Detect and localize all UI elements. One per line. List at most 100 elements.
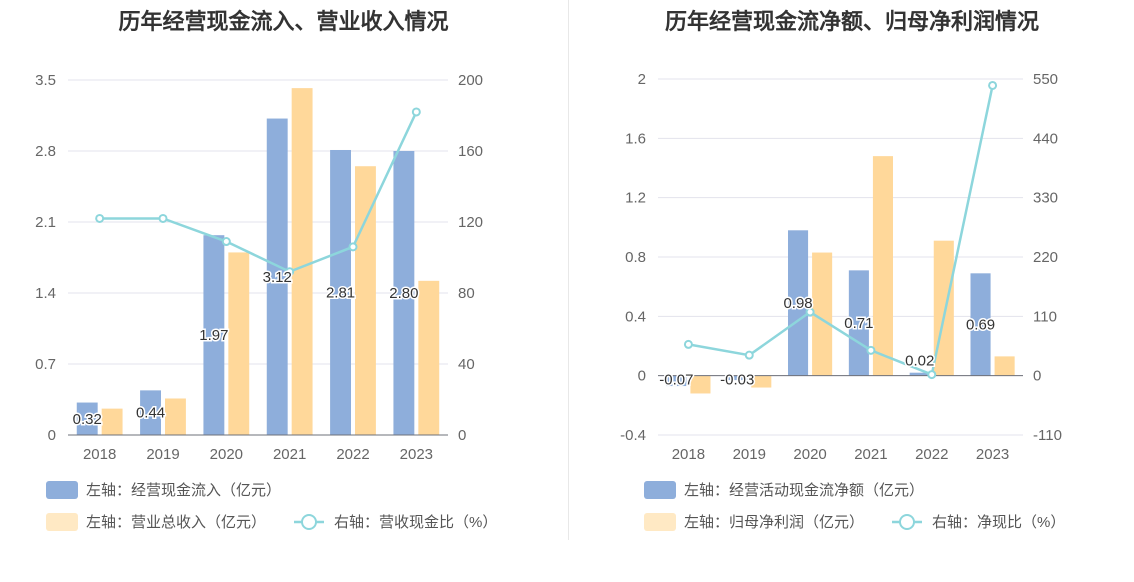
right-legend-label: 左轴：经营活动现金流净额（亿元） (684, 482, 924, 499)
right-bar-a (848, 270, 869, 376)
right-bar-b (812, 252, 833, 376)
right-legend-swatch (644, 481, 676, 499)
right-legend-swatch (644, 513, 676, 531)
chart-right-svg: -0.4 0 0.4 0.8 1.2 1.6 2 -110 0 110 220 330 440 550 20… (620, 71, 1065, 531)
right-legend-label: 右轴：净现比（%） (932, 514, 1065, 531)
right-legend-label: 左轴：归母净利润（亿元） (684, 514, 864, 531)
left-bar-a (266, 118, 288, 436)
left-y-right-tick: 0 (458, 427, 466, 444)
left-data-label: 1.97 (199, 327, 228, 344)
left-y-left-tick: 2.8 (35, 143, 56, 160)
left-bar-b (291, 88, 313, 435)
right-y-left-tick: 0.8 (625, 249, 646, 266)
left-x-tick: 2019 (146, 446, 179, 463)
left-bar-b (101, 408, 123, 435)
right-y-right-tick: 220 (1033, 249, 1058, 266)
left-legend-line-marker (301, 514, 317, 530)
left-data-label: 2.81 (326, 284, 355, 301)
right-data-label: 0.98 (783, 295, 812, 312)
right-bar-a (666, 375, 687, 387)
right-x-tick: 2019 (733, 446, 766, 463)
left-x-tick: 2022 (336, 446, 369, 463)
right-y-left-tick: 1.2 (625, 190, 646, 207)
left-bar-b (165, 398, 186, 435)
right-y-right-tick: -110 (1033, 427, 1062, 444)
right-bar-a (909, 372, 930, 376)
right-y-right-tick: 110 (1033, 308, 1057, 325)
right-y-left-tick: 0 (638, 368, 646, 385)
left-legend-swatch (46, 481, 78, 499)
right-line-point (805, 307, 815, 317)
right-data-label: -0.03 (720, 372, 754, 389)
left-y-left-tick: 0.7 (35, 356, 56, 373)
right-bar-a (727, 375, 748, 381)
left-x-tick: 2018 (83, 446, 116, 463)
right-y-left-tick: 0.4 (625, 308, 646, 325)
right-line-point (744, 350, 754, 360)
left-legend-label: 左轴：营业总收入（亿元） (86, 514, 266, 531)
left-bar-b (418, 280, 440, 435)
right-y-right-tick: 550 (1033, 71, 1058, 88)
right-line-series (688, 85, 994, 377)
right-x-tick: 2018 (672, 446, 705, 463)
chart-left: 历年经营现金流入、营业收入情况 0 0.7 1.4 2.1 2.8 3.5 0 40 80 120… (35, 9, 497, 531)
left-y-right-tick: 40 (458, 356, 475, 373)
left-y-right-tick: 120 (458, 214, 483, 231)
left-y-right-tick: 200 (458, 72, 483, 89)
left-data-label: 2.80 (389, 285, 418, 302)
right-line-point (866, 345, 876, 355)
right-y-left-tick: 1.6 (625, 130, 646, 147)
left-y-right-tick: 160 (458, 143, 483, 160)
chart-left-title: 历年经营现金流入、营业收入情况 (118, 9, 449, 34)
left-bar-b (228, 252, 250, 435)
left-bar-a (203, 235, 225, 435)
right-bar-b (751, 375, 772, 388)
right-x-tick: 2022 (915, 446, 948, 463)
left-x-tick: 2020 (210, 446, 243, 463)
chart-left-svg: 0 0.7 1.4 2.1 2.8 3.5 0 40 80 120 160 200 2018 2019 20… (35, 72, 497, 531)
left-line-point (221, 237, 231, 247)
right-line-point (927, 370, 937, 380)
left-bar-a (330, 149, 351, 435)
left-y-left-tick: 1.4 (35, 285, 56, 302)
right-bar-b (690, 375, 711, 394)
right-legend-line-marker (899, 514, 915, 530)
left-bar-a (140, 390, 161, 435)
left-y-left-tick: 3.5 (35, 72, 56, 89)
left-line-point (411, 107, 421, 117)
right-line-point (988, 80, 998, 90)
right-y-left-tick: 2 (638, 71, 646, 88)
right-bar-a (970, 273, 991, 376)
right-data-label: 0.02 (905, 353, 934, 370)
chart-right-title: 历年经营现金流净额、归母净利润情况 (664, 9, 1039, 34)
right-bar-a (788, 230, 809, 376)
left-line-point (95, 213, 105, 223)
left-x-tick: 2021 (273, 446, 306, 463)
left-bar-a (76, 402, 98, 435)
left-data-label: 0.32 (73, 411, 102, 428)
left-data-label: 0.44 (136, 405, 165, 422)
chart-right: 历年经营现金流净额、归母净利润情况 -0.4 0 0.4 0.8 1.2 1.6 2 -110… (570, 0, 1134, 582)
left-y-right-tick: 80 (458, 285, 475, 302)
right-y-right-tick: 440 (1033, 130, 1058, 147)
left-legend-label: 右轴：营收现金比（%） (334, 514, 497, 531)
right-line-point (683, 339, 693, 349)
left-data-label: 3.12 (263, 269, 292, 286)
left-bar-a (393, 151, 415, 435)
right-data-label: -0.07 (659, 372, 693, 389)
right-y-left-tick: -0.4 (620, 427, 646, 444)
left-line-point (158, 213, 168, 223)
left-legend-swatch (46, 513, 78, 531)
right-bar-b (872, 156, 893, 376)
right-data-label: 0.69 (966, 316, 995, 333)
right-x-tick: 2020 (793, 446, 826, 463)
left-line-point (285, 267, 295, 277)
left-y-left-tick: 0 (48, 427, 56, 444)
right-x-tick: 2023 (976, 446, 1009, 463)
right-y-right-tick: 330 (1033, 190, 1058, 207)
right-data-label: 0.71 (844, 315, 873, 332)
left-y-left-tick: 2.1 (35, 214, 56, 231)
right-y-right-tick: 0 (1033, 368, 1041, 385)
left-line-series (99, 111, 418, 274)
panel-divider (568, 0, 569, 540)
